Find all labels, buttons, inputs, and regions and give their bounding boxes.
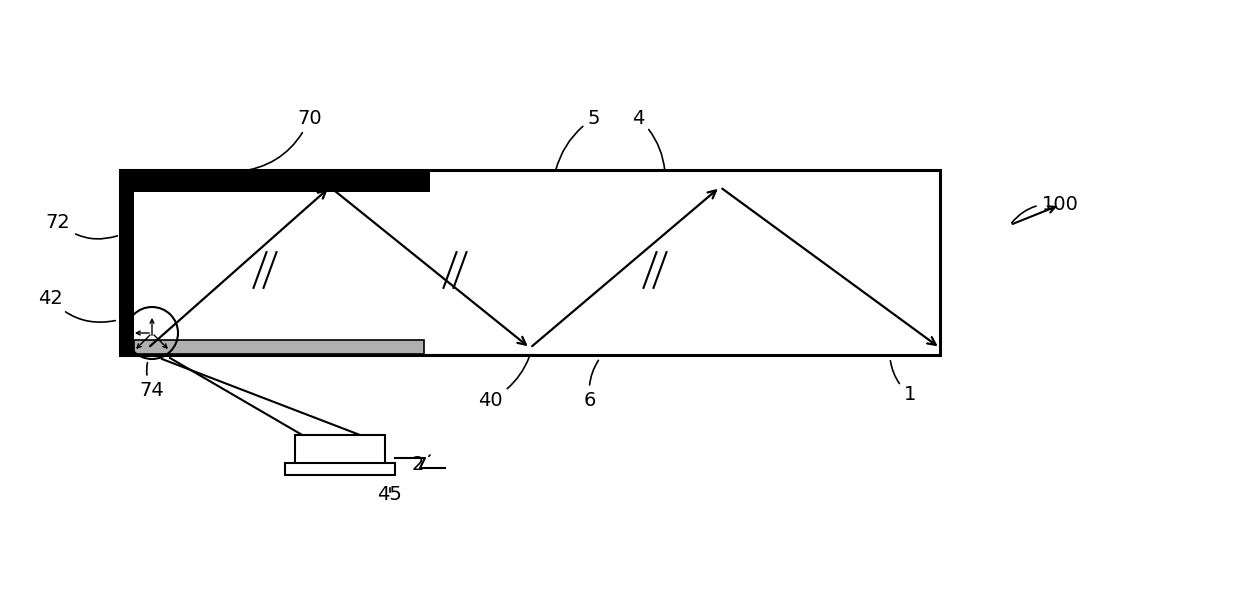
Bar [120, 170, 430, 192]
Text: 4: 4 [632, 108, 665, 170]
Bar [295, 435, 384, 465]
Text: 72: 72 [46, 213, 118, 239]
Bar [120, 170, 940, 355]
Text: 100: 100 [1012, 196, 1079, 223]
Text: 42: 42 [37, 288, 115, 322]
Text: 70: 70 [238, 108, 322, 172]
Text: 1: 1 [890, 361, 916, 405]
Text: 2: 2 [412, 455, 430, 474]
Text: 6: 6 [584, 361, 599, 409]
Text: 40: 40 [477, 358, 529, 409]
Text: 74: 74 [140, 363, 165, 400]
Bar [285, 463, 396, 475]
Bar [134, 340, 424, 354]
Text: 45: 45 [377, 485, 403, 504]
Text: 5: 5 [556, 108, 600, 170]
Bar [120, 170, 134, 355]
